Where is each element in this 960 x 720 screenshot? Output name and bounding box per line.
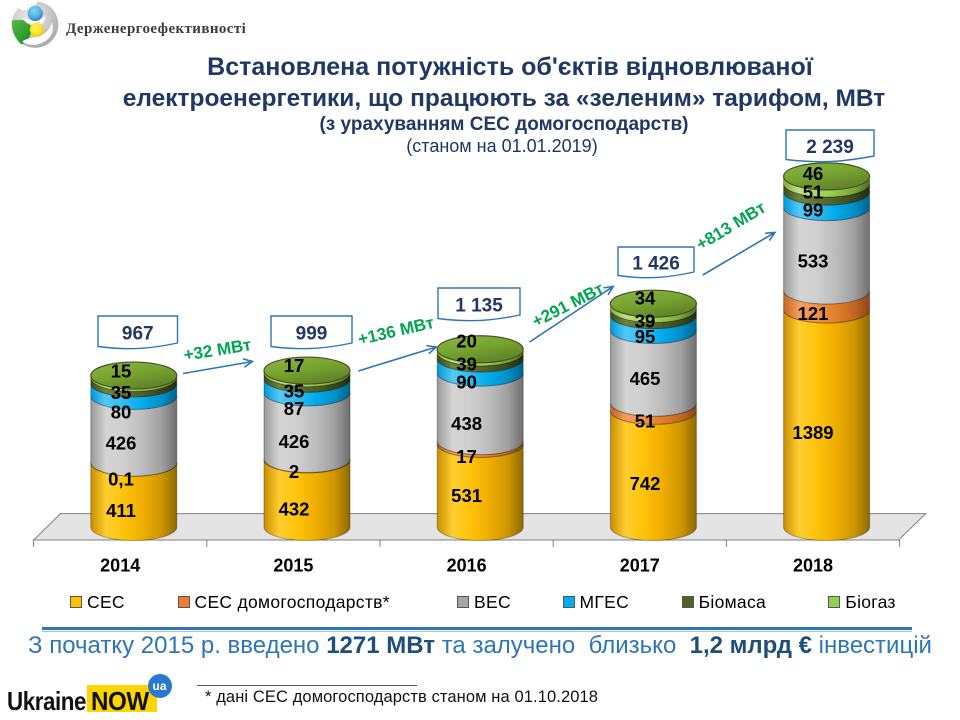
svg-text:1389: 1389 [792,422,833,443]
svg-text:51: 51 [635,410,656,431]
svg-text:2016: 2016 [447,556,487,576]
svg-text:17: 17 [456,446,477,467]
svg-text:2 239: 2 239 [806,137,854,158]
svg-text:2018: 2018 [793,556,833,576]
svg-text:742: 742 [630,473,661,494]
svg-text:432: 432 [279,499,310,520]
svg-text:2017: 2017 [620,556,660,576]
svg-text:465: 465 [630,368,661,389]
svg-text:0,1: 0,1 [108,468,134,489]
svg-text:95: 95 [635,326,656,347]
svg-text:531: 531 [451,485,482,506]
svg-text:39: 39 [635,311,656,332]
svg-text:99: 99 [803,200,824,221]
svg-text:121: 121 [798,303,829,324]
svg-text:39: 39 [456,353,477,374]
svg-text:426: 426 [279,431,310,452]
svg-text:15: 15 [111,360,132,381]
svg-text:35: 35 [284,380,305,401]
svg-text:1 135: 1 135 [455,296,503,317]
svg-text:35: 35 [111,382,132,403]
svg-text:2: 2 [289,461,299,482]
svg-text:51: 51 [803,182,824,203]
svg-text:1 426: 1 426 [632,254,680,275]
svg-text:20: 20 [456,331,477,352]
svg-text:533: 533 [798,250,829,271]
svg-text:999: 999 [296,324,328,345]
svg-text:411: 411 [106,500,136,521]
svg-text:90: 90 [456,371,477,392]
svg-text:426: 426 [106,432,137,453]
svg-text:87: 87 [284,398,305,419]
svg-text:+32 МВт: +32 МВт [182,335,252,364]
svg-text:+291 МВт: +291 МВт [529,279,607,331]
svg-text:438: 438 [451,413,482,434]
svg-text:+813 МВт: +813 МВт [693,198,769,254]
svg-text:2015: 2015 [273,556,313,576]
svg-text:46: 46 [803,163,824,184]
svg-text:80: 80 [111,401,132,422]
svg-text:967: 967 [122,324,154,345]
svg-text:+136 МВт: +136 МВт [356,313,436,349]
svg-text:34: 34 [635,287,656,308]
svg-text:17: 17 [284,355,305,376]
svg-text:2014: 2014 [100,556,140,576]
